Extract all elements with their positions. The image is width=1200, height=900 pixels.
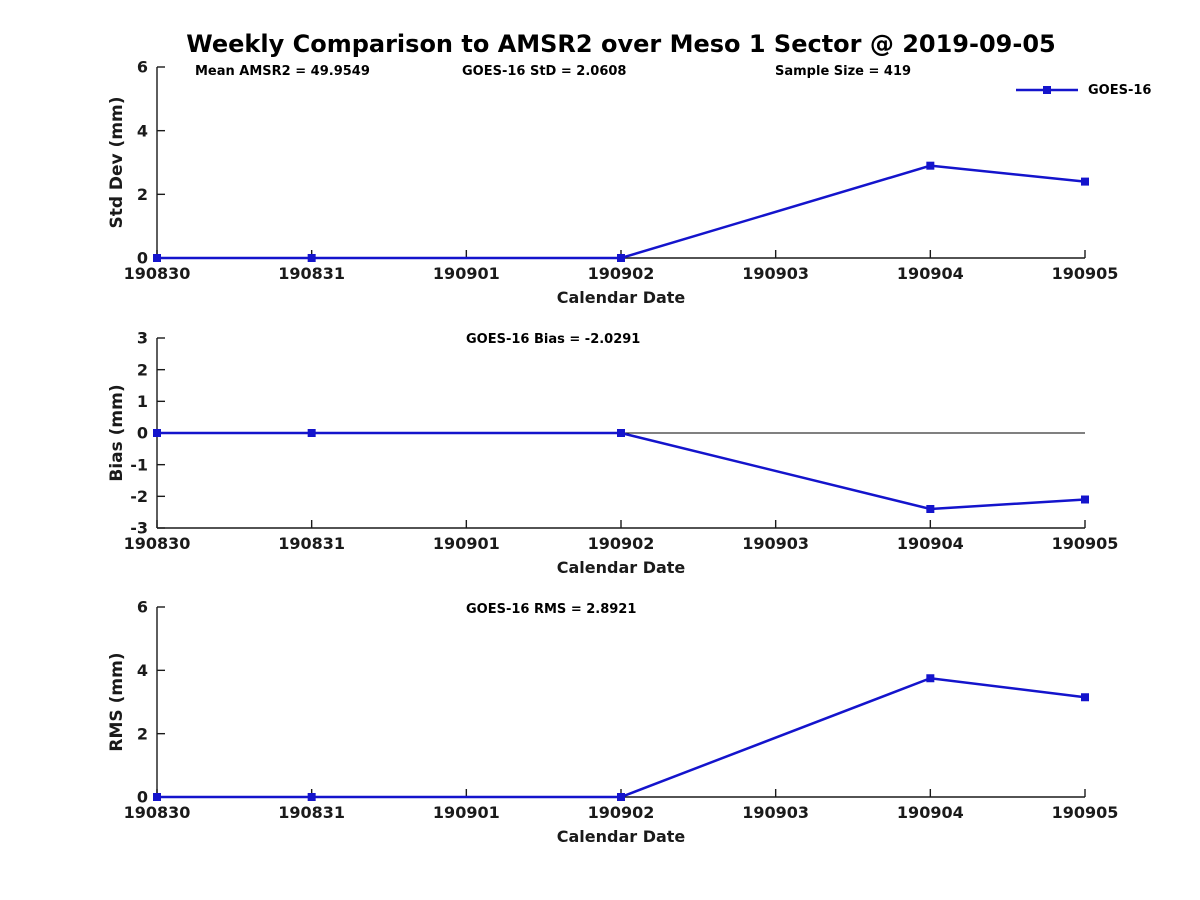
stat-annotation: Sample Size = 419 — [775, 64, 911, 79]
y-tick-label: -2 — [130, 487, 148, 506]
data-point-marker — [617, 254, 625, 262]
series-line-GOES-16 — [157, 431, 1086, 511]
y-tick-label: 2 — [137, 185, 148, 204]
data-point-marker — [153, 254, 161, 262]
y-tick-label: 6 — [137, 58, 148, 77]
x-tick-label: 190902 — [588, 803, 655, 822]
data-point-marker — [307, 429, 316, 437]
data-point-marker — [307, 254, 316, 262]
x-tick-label: 190904 — [897, 264, 964, 283]
y-axis-title: RMS (mm) — [107, 652, 127, 751]
stat-annotation: Mean AMSR2 = 49.9549 — [195, 64, 370, 79]
x-tick-label: 190831 — [278, 803, 345, 822]
x-tick-label: 190903 — [742, 803, 809, 822]
y-tick-label: 0 — [137, 249, 148, 268]
x-tick-label: 190901 — [433, 264, 500, 283]
series-line-GOES-16 — [157, 676, 1086, 799]
x-tick-label: 190901 — [433, 803, 500, 822]
x-tick-label: 190905 — [1052, 803, 1119, 822]
data-point-marker — [926, 505, 935, 513]
y-tick-label: -1 — [130, 455, 148, 474]
x-tick-label: 190901 — [433, 534, 500, 553]
stat-annotation: GOES-16 RMS = 2.8921 — [466, 602, 636, 617]
x-tick-label: 190831 — [278, 534, 345, 553]
x-tick-label: 190903 — [742, 534, 809, 553]
y-tick-label: 2 — [137, 724, 148, 743]
x-tick-label: 190904 — [897, 534, 964, 553]
data-point-marker — [926, 161, 935, 170]
data-point-marker — [1081, 177, 1089, 186]
x-tick-label: 190830 — [124, 264, 191, 283]
data-point-marker — [153, 793, 161, 801]
y-tick-label: 1 — [137, 392, 148, 411]
data-point-marker — [926, 674, 935, 683]
data-point-marker — [1081, 693, 1089, 702]
legend-line-marker-icon — [1016, 86, 1078, 94]
x-axis-title: Calendar Date — [557, 827, 686, 846]
y-tick-label: 6 — [137, 598, 148, 617]
y-tick-label: 0 — [137, 424, 148, 443]
x-tick-label: 190831 — [278, 264, 345, 283]
stat-annotation: GOES-16 StD = 2.0608 — [462, 64, 626, 79]
y-tick-label: 2 — [137, 360, 148, 379]
x-tick-label: 190830 — [124, 803, 191, 822]
y-tick-label: -3 — [130, 519, 148, 538]
series-line-GOES-16 — [157, 164, 1086, 260]
subplot-std-dev: 0 2 4 6 190830 190831 190901 190902 190903 190904… — [107, 58, 1118, 307]
y-axis-title: Std Dev (mm) — [107, 96, 127, 228]
legend-label: GOES-16 — [1088, 82, 1152, 98]
y-axis-title: Bias (mm) — [107, 384, 127, 481]
x-tick-label: 190902 — [588, 534, 655, 553]
x-tick-label: 190830 — [124, 534, 191, 553]
legend: GOES-16 — [1015, 82, 1152, 98]
data-point-marker — [307, 793, 316, 801]
x-axis-title: Calendar Date — [557, 288, 686, 307]
x-axis-title: Calendar Date — [557, 558, 686, 577]
x-tick-label: 190902 — [588, 264, 655, 283]
data-point-marker — [617, 793, 625, 801]
y-tick-label: 3 — [137, 329, 148, 348]
data-point-marker — [153, 429, 161, 437]
stat-annotation: GOES-16 Bias = -2.0291 — [466, 332, 640, 347]
y-tick-label: 0 — [137, 788, 148, 807]
x-tick-label: 190905 — [1052, 534, 1119, 553]
data-point-marker — [617, 429, 625, 437]
y-tick-label: 4 — [137, 121, 148, 140]
x-tick-label: 190903 — [742, 264, 809, 283]
x-tick-label: 190904 — [897, 803, 964, 822]
x-tick-label: 190905 — [1052, 264, 1119, 283]
subplot-rms: 0 2 4 6 190830 190831 190901 190902 190903 190904… — [107, 598, 1118, 846]
chart-title: Weekly Comparison to AMSR2 over Meso 1 S… — [186, 30, 1056, 58]
y-tick-label: 4 — [137, 661, 148, 680]
data-point-marker — [1081, 495, 1089, 504]
